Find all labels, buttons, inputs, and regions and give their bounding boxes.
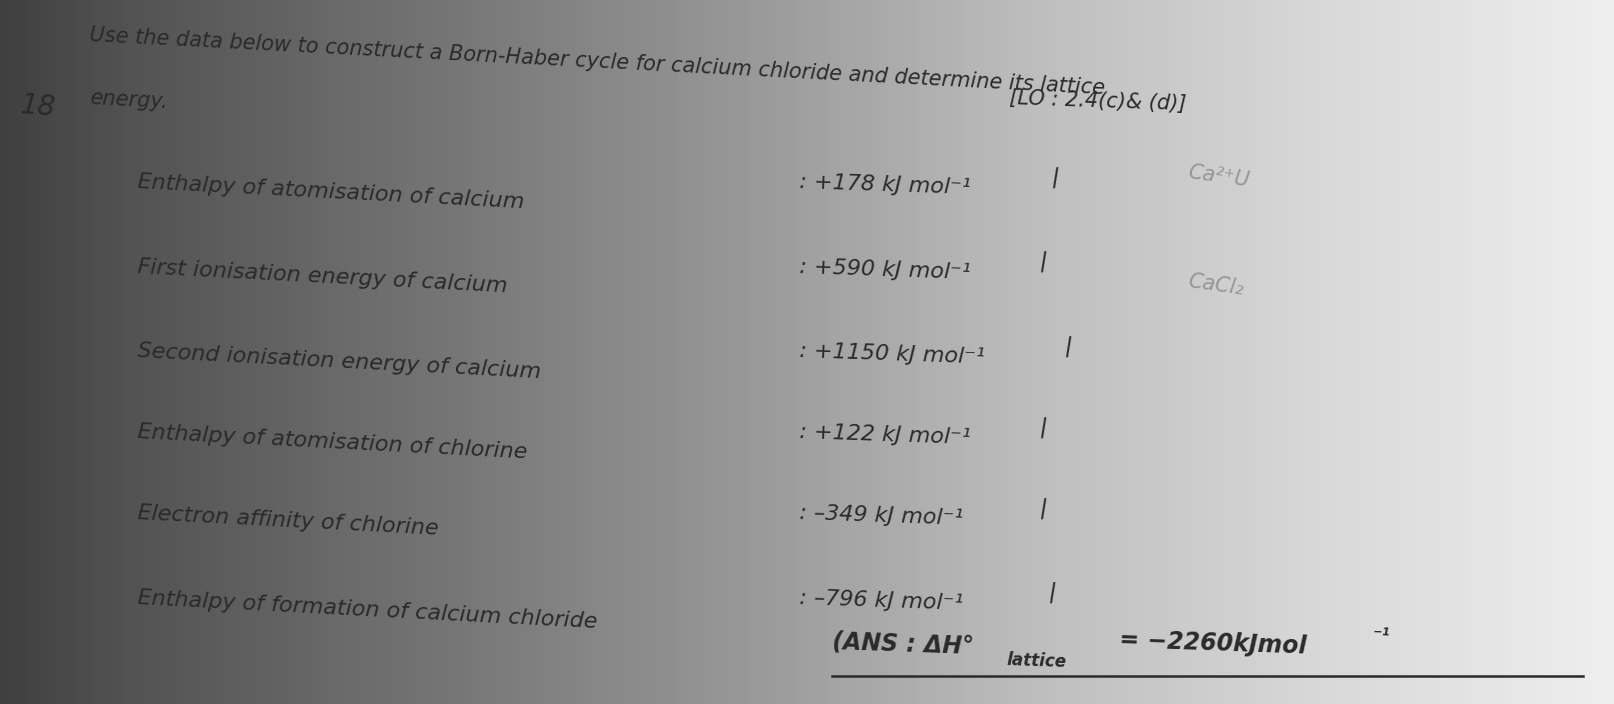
Text: /: / bbox=[1038, 415, 1049, 440]
Text: energy.: energy. bbox=[89, 88, 168, 112]
Text: : +1150 kJ mol⁻¹: : +1150 kJ mol⁻¹ bbox=[799, 341, 985, 368]
Text: [LO : 2.4(c)& (d)]: [LO : 2.4(c)& (d)] bbox=[1009, 88, 1186, 114]
Text: : +178 kJ mol⁻¹: : +178 kJ mol⁻¹ bbox=[799, 172, 970, 199]
Text: : –349 kJ mol⁻¹: : –349 kJ mol⁻¹ bbox=[799, 503, 964, 529]
Text: Enthalpy of formation of calcium chloride: Enthalpy of formation of calcium chlorid… bbox=[137, 588, 597, 632]
Text: /: / bbox=[1038, 250, 1049, 275]
Text: Use the data below to construct a Born-Haber cycle for calcium chloride and dete: Use the data below to construct a Born-H… bbox=[89, 25, 1104, 98]
Text: First ionisation energy of calcium: First ionisation energy of calcium bbox=[137, 257, 508, 296]
Text: = −2260kJmol: = −2260kJmol bbox=[1119, 628, 1306, 658]
Text: Enthalpy of atomisation of chlorine: Enthalpy of atomisation of chlorine bbox=[137, 422, 528, 463]
Text: /: / bbox=[1062, 334, 1073, 359]
Text: ⁻¹: ⁻¹ bbox=[1372, 627, 1390, 646]
Text: Electron affinity of chlorine: Electron affinity of chlorine bbox=[137, 503, 439, 539]
Text: : +122 kJ mol⁻¹: : +122 kJ mol⁻¹ bbox=[799, 422, 970, 448]
Text: /: / bbox=[1046, 581, 1057, 605]
Text: Enthalpy of atomisation of calcium: Enthalpy of atomisation of calcium bbox=[137, 172, 525, 213]
Text: /: / bbox=[1038, 496, 1049, 521]
Text: CaCl₂: CaCl₂ bbox=[1186, 271, 1244, 298]
Text: : +590 kJ mol⁻¹: : +590 kJ mol⁻¹ bbox=[799, 257, 970, 283]
Text: : –796 kJ mol⁻¹: : –796 kJ mol⁻¹ bbox=[799, 588, 964, 614]
Text: (ANS : ΔH°: (ANS : ΔH° bbox=[831, 629, 973, 658]
Text: Second ionisation energy of calcium: Second ionisation energy of calcium bbox=[137, 341, 541, 382]
Text: 18: 18 bbox=[19, 92, 56, 122]
Text: Ca²⁺U: Ca²⁺U bbox=[1186, 162, 1251, 190]
Text: /: / bbox=[1049, 165, 1060, 190]
Text: lattice: lattice bbox=[1006, 650, 1065, 671]
